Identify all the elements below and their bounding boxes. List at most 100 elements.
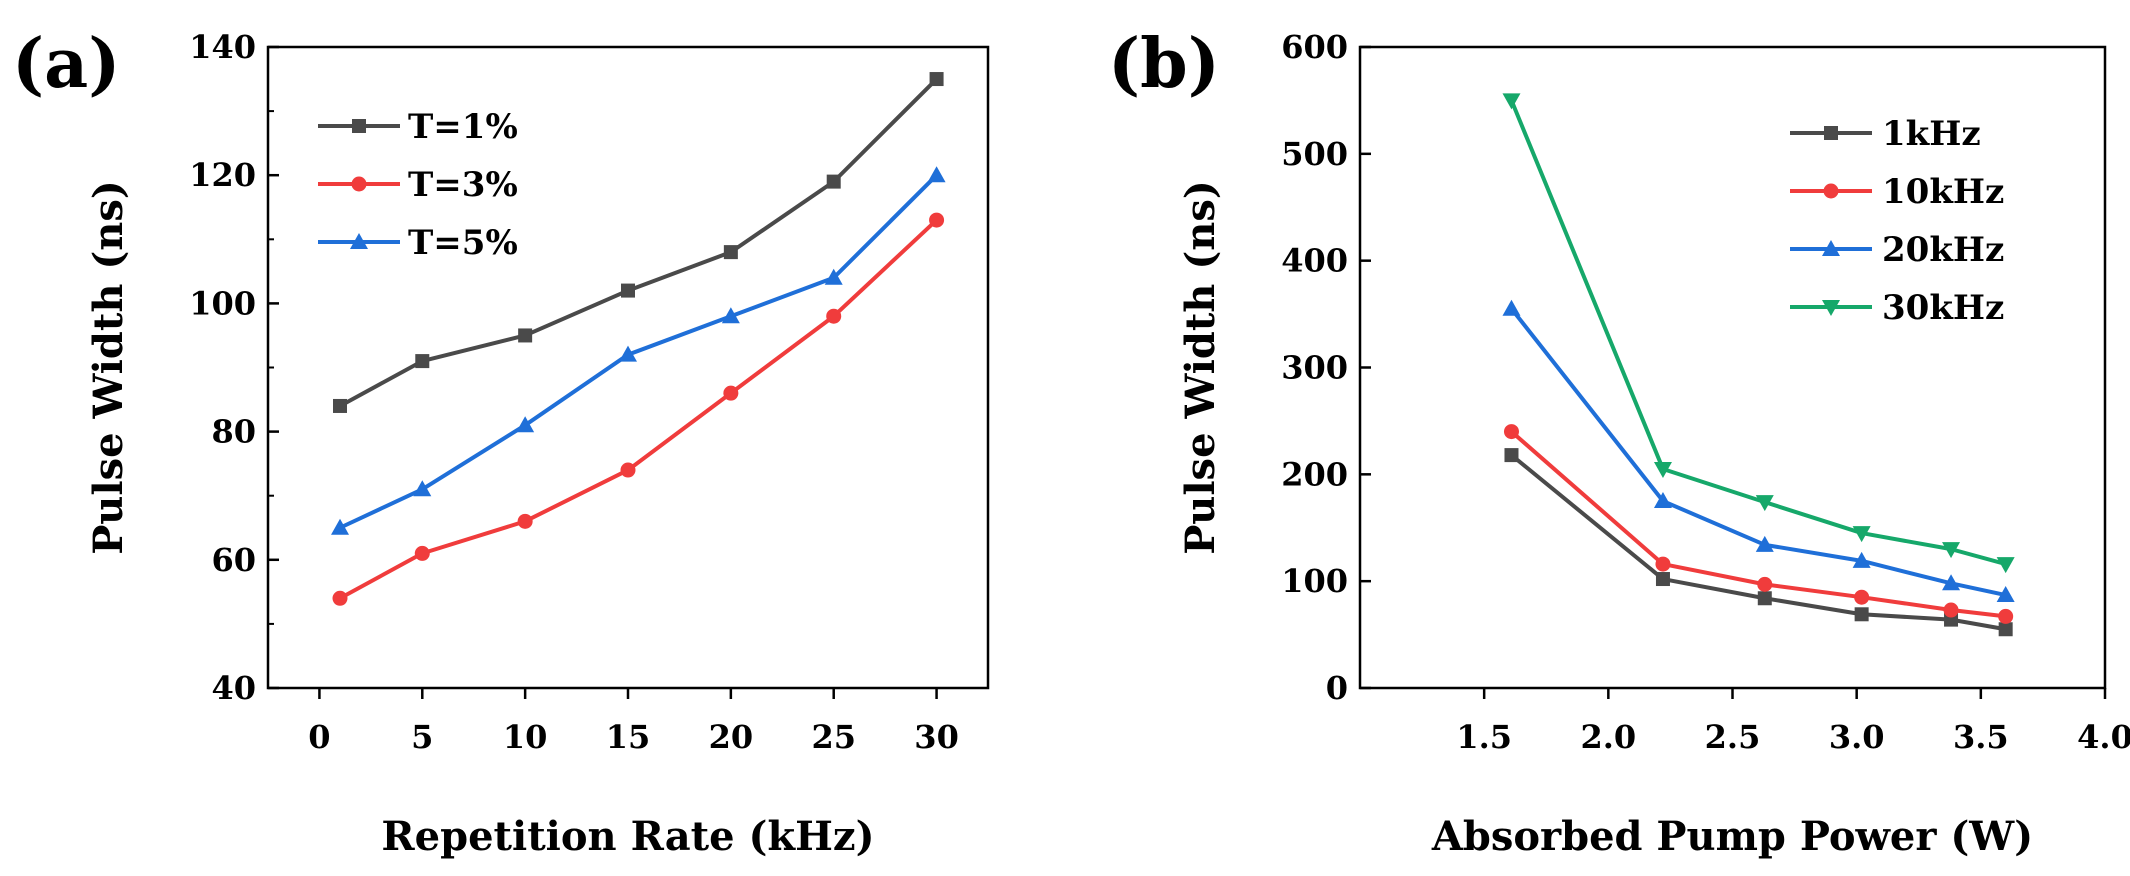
series-10kHz <box>1503 424 2014 624</box>
plot-frame <box>266 45 990 690</box>
data-point <box>1755 535 1774 552</box>
legend-marker <box>1822 300 1840 316</box>
data-point <box>1655 572 1670 587</box>
series-20kHz <box>1502 299 2015 603</box>
x-tick-label: 10 <box>503 718 548 756</box>
data-point <box>826 308 842 324</box>
legend-marker <box>1822 240 1840 256</box>
data-point <box>824 268 843 285</box>
x-tick-label: 0 <box>308 718 330 756</box>
series-line <box>1510 430 2006 619</box>
x-tick-label: 1.5 <box>1456 718 1512 756</box>
y-tick-label: 600 <box>1281 28 1348 66</box>
y-tick-label: 0 <box>1326 669 1348 707</box>
x-axis-title: Repetition Rate (kHz) <box>381 813 874 860</box>
legend-marker <box>351 176 367 192</box>
legend: 1kHz 10kHz 20kHz 30kHz <box>1790 114 2004 328</box>
data-point <box>332 590 348 606</box>
series-30kHz <box>1502 93 2015 574</box>
series-T=5% <box>331 166 946 535</box>
data-point <box>1998 608 2014 624</box>
data-point <box>1854 607 1869 622</box>
data-point <box>518 328 533 343</box>
y-tick-label: 40 <box>211 669 256 707</box>
y-tick-label: 200 <box>1281 455 1348 493</box>
data-point <box>331 518 349 535</box>
x-tick-label: 4.0 <box>2077 718 2130 756</box>
x-tick-label: 2.5 <box>1705 718 1761 756</box>
y-tick-label: 140 <box>189 28 256 66</box>
x-tick-label: 25 <box>811 718 856 756</box>
series-line <box>1509 99 2007 567</box>
y-tick-label: 80 <box>211 413 256 451</box>
legend-marker <box>352 119 366 133</box>
legend-marker <box>1823 183 1839 199</box>
data-point <box>826 174 841 189</box>
data-point <box>1653 461 1672 478</box>
data-point <box>620 462 636 478</box>
data-point <box>1655 556 1671 572</box>
data-point <box>1757 576 1773 592</box>
legend-label: T=1% <box>408 107 518 147</box>
series-1kHz <box>1504 448 2013 637</box>
data-point <box>619 345 637 362</box>
y-tick-label: 400 <box>1281 242 1348 280</box>
series-line <box>1509 307 2007 598</box>
data-point <box>1996 557 2015 574</box>
data-point <box>1755 495 1774 512</box>
data-point <box>413 480 432 497</box>
data-point <box>415 354 430 369</box>
legend-label: 10kHz <box>1882 172 2004 212</box>
y-tick-label: 120 <box>189 156 256 194</box>
data-point <box>1653 492 1672 509</box>
data-point <box>929 212 945 228</box>
data-point <box>723 385 739 401</box>
data-point <box>1852 526 1871 543</box>
panel-label: (a) <box>12 24 120 104</box>
data-point <box>333 398 347 413</box>
x-axis-title: Absorbed Pump Power (W) <box>1431 813 2033 860</box>
data-point <box>1502 299 1521 316</box>
data-point <box>723 245 738 260</box>
y-tick-label: 500 <box>1281 135 1348 173</box>
data-point <box>1854 589 1870 605</box>
y-axis-title: Pulse Width (ns) <box>1177 180 1224 555</box>
panel-label: (b) <box>1108 24 1220 104</box>
series-line <box>1510 453 2007 632</box>
y-tick-label: 60 <box>211 541 256 579</box>
data-point <box>1942 574 1961 591</box>
data-point <box>1503 424 1519 440</box>
data-point <box>1852 551 1871 568</box>
series-T=1% <box>333 72 944 413</box>
x-tick-label: 2.0 <box>1580 718 1636 756</box>
data-point <box>517 513 533 529</box>
x-tick-label: 3.5 <box>1953 718 2009 756</box>
x-tick-label: 20 <box>709 718 754 756</box>
series-T=3% <box>332 212 945 606</box>
data-point <box>929 72 944 87</box>
series-line <box>339 218 938 601</box>
chart-panel-b: 0 100 200 300 400 500 600 1.5 2.0 2.5 3.0 3.5 4.0 Abs… <box>1108 24 2130 860</box>
data-point <box>414 545 430 561</box>
legend-marker <box>350 233 368 249</box>
data-point <box>1502 93 1521 110</box>
data-point <box>1996 586 2015 603</box>
data-point <box>1504 448 1519 463</box>
legend-label: 1kHz <box>1882 114 1981 154</box>
x-tick-label: 5 <box>411 718 433 756</box>
y-axis-title: Pulse Width (ns) <box>85 180 132 555</box>
data-point <box>721 307 740 324</box>
legend-label: T=3% <box>408 165 518 205</box>
data-point <box>927 166 946 183</box>
y-tick-label: 300 <box>1281 349 1348 387</box>
x-tick-label: 15 <box>606 718 651 756</box>
data-point <box>621 283 635 298</box>
legend-label: 20kHz <box>1882 230 2004 270</box>
y-tick-label: 100 <box>1281 562 1348 600</box>
y-tick-label: 100 <box>189 284 256 322</box>
data-point <box>1998 622 2013 637</box>
data-point <box>1757 591 1772 606</box>
chart-panel-a: 40 60 80 100 120 140 0 5 10 15 20 25 30 Repetition Ra… <box>12 24 990 860</box>
legend-label: T=5% <box>408 223 518 263</box>
data-point <box>516 416 535 433</box>
